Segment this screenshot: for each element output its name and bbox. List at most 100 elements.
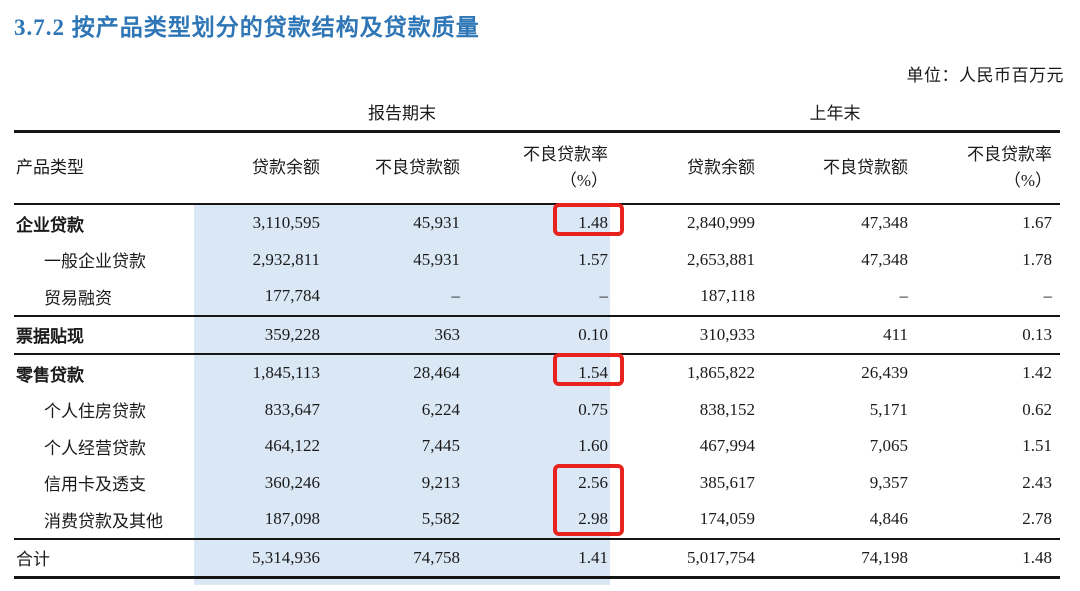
col-header-prev-ratio-line2: （%） bbox=[1003, 171, 1053, 190]
cell-cur-npl: 9,213 bbox=[325, 464, 465, 501]
cell-product-type: 信用卡及透支 bbox=[44, 475, 146, 495]
col-header-cur-ratio-line2: （%） bbox=[559, 171, 609, 190]
cell-prev-balance: 2,653,881 bbox=[687, 249, 756, 269]
cell-cur-ratio: 2.98 bbox=[465, 501, 611, 540]
cell-product-type: 个人住房贷款 bbox=[44, 402, 146, 422]
cell-product-type: 个人经营贷款 bbox=[44, 438, 146, 458]
cell-prev-balance: 2,840,999 bbox=[687, 213, 756, 233]
cell-cur-npl: 45,931 bbox=[325, 204, 465, 242]
table-row: 一般企业贷款 2,932,811 45,931 1.57 2,653,881 47,348… bbox=[14, 241, 1060, 278]
cell-product-type: 零售贷款 bbox=[16, 365, 84, 385]
cell-prev-ratio: 1.42 bbox=[1022, 363, 1053, 383]
cell-cur-ratio: – bbox=[465, 278, 611, 317]
cell-cur-npl: 5,582 bbox=[325, 501, 465, 540]
table-row: 个人住房贷款 833,647 6,224 0.75 838,152 5,171 0.62 bbox=[14, 391, 1060, 428]
table-row: 信用卡及透支 360,246 9,213 2.56 385,617 9,357 2.43 bbox=[14, 464, 1060, 501]
cell-cur-ratio: 2.56 bbox=[465, 464, 611, 501]
col-header-prev-ratio: 不良贷款率 （%） bbox=[913, 131, 1061, 205]
cell-prev-ratio: 2.43 bbox=[1022, 472, 1053, 492]
cell-cur-balance: 187,098 bbox=[194, 501, 325, 540]
cell-cur-ratio: 1.60 bbox=[465, 428, 611, 465]
loan-structure-table: 报告期末 上年末 产品类型 贷款余额 不良贷款额 不良贷款率 （%） 贷款余额 不… bbox=[14, 92, 1061, 579]
cell-prev-ratio: 0.13 bbox=[913, 315, 1061, 355]
cell-cur-ratio: 0.75 bbox=[465, 391, 611, 428]
table-row: 消费贷款及其他 187,098 5,582 2.98 174,059 4,846 2.78 bbox=[14, 501, 1061, 540]
cell-prev-ratio: 1.67 bbox=[1022, 213, 1053, 233]
cell-cur-npl: 45,931 bbox=[325, 241, 465, 278]
section-title: 3.7.2 按产品类型划分的贷款结构及贷款质量 bbox=[14, 15, 480, 40]
cell-prev-ratio: 1.48 bbox=[913, 538, 1061, 579]
cell-prev-npl: 7,065 bbox=[869, 436, 909, 456]
period-header-spacer bbox=[14, 92, 194, 133]
period-header-current: 报告期末 bbox=[194, 92, 611, 133]
cell-prev-balance: 5,017,754 bbox=[610, 538, 761, 579]
col-header-prev-ratio-line1: 不良贷款率 bbox=[967, 144, 1053, 164]
cell-prev-npl: 26,439 bbox=[861, 363, 909, 383]
period-header-row: 报告期末 上年末 bbox=[14, 92, 1061, 133]
cell-cur-ratio: 1.48 bbox=[465, 204, 611, 242]
col-header-product-type: 产品类型 bbox=[14, 131, 194, 205]
cell-cur-npl: 7,445 bbox=[325, 428, 465, 465]
cell-prev-npl: 74,198 bbox=[760, 538, 914, 579]
cell-cur-balance: 464,122 bbox=[194, 428, 325, 465]
cell-cur-npl: 28,464 bbox=[325, 354, 465, 392]
cell-cur-balance: 833,647 bbox=[194, 391, 325, 428]
cell-cur-npl: – bbox=[325, 278, 465, 317]
cell-prev-balance: 838,152 bbox=[699, 399, 756, 419]
cell-prev-npl: – bbox=[760, 278, 914, 317]
cell-product-type: 合计 bbox=[14, 538, 194, 579]
cell-cur-npl: 74,758 bbox=[325, 538, 465, 579]
cell-prev-balance: 1,865,822 bbox=[687, 363, 756, 383]
table-row: 个人经营贷款 464,122 7,445 1.60 467,994 7,065 1.51 bbox=[14, 428, 1060, 465]
column-header-row: 产品类型 贷款余额 不良贷款额 不良贷款率 （%） 贷款余额 不良贷款额 不良贷款… bbox=[14, 131, 1061, 205]
cell-prev-npl: 5,171 bbox=[869, 399, 909, 419]
cell-prev-npl: 47,348 bbox=[861, 213, 909, 233]
cell-prev-balance: 174,059 bbox=[610, 501, 761, 540]
cell-cur-balance: 2,932,811 bbox=[194, 241, 325, 278]
cell-cur-ratio: 1.54 bbox=[465, 354, 611, 392]
cell-prev-ratio: 1.78 bbox=[1022, 249, 1053, 269]
col-header-cur-balance: 贷款余额 bbox=[194, 131, 325, 205]
cell-prev-ratio: 1.51 bbox=[1022, 436, 1053, 456]
cell-product-type: 企业贷款 bbox=[16, 215, 84, 235]
cell-prev-npl: 411 bbox=[760, 315, 914, 355]
table-row: 票据贴现 359,228 363 0.10 310,933 411 0.13 bbox=[14, 315, 1061, 355]
cell-cur-balance: 359,228 bbox=[194, 315, 325, 355]
period-header-previous: 上年末 bbox=[610, 92, 1061, 133]
table-row: 企业贷款 3,110,595 45,931 1.48 2,840,999 47,348 1.… bbox=[14, 204, 1060, 242]
cell-cur-ratio: 1.57 bbox=[465, 241, 611, 278]
cell-prev-balance: 187,118 bbox=[610, 278, 761, 317]
cell-prev-ratio: – bbox=[913, 278, 1061, 317]
table-row: 贸易融资 177,784– –187,118– – bbox=[14, 278, 1061, 317]
cell-product-type: 票据贴现 bbox=[14, 315, 194, 355]
cell-prev-npl: 47,348 bbox=[861, 249, 909, 269]
cell-prev-balance: 310,933 bbox=[610, 315, 761, 355]
cell-prev-balance: 467,994 bbox=[699, 436, 756, 456]
col-header-prev-balance: 贷款余额 bbox=[610, 131, 761, 205]
cell-prev-npl: 9,357 bbox=[869, 472, 909, 492]
table-row: 零售贷款 1,845,113 28,464 1.54 1,865,822 26,439 1.… bbox=[14, 354, 1060, 392]
highlight-column-tail bbox=[194, 579, 611, 585]
cell-product-type: 一般企业贷款 bbox=[44, 252, 146, 272]
col-header-cur-ratio: 不良贷款率 （%） bbox=[465, 131, 611, 205]
cell-cur-balance: 5,314,936 bbox=[194, 538, 325, 579]
cell-prev-balance: 385,617 bbox=[699, 472, 756, 492]
cell-cur-ratio: 0.10 bbox=[465, 315, 611, 355]
cell-cur-ratio: 1.41 bbox=[465, 538, 611, 579]
cell-cur-balance: 177,784 bbox=[194, 278, 325, 317]
col-header-prev-npl: 不良贷款额 bbox=[760, 131, 914, 205]
unit-label: 单位：人民币百万元 bbox=[906, 66, 1064, 85]
col-header-cur-ratio-line1: 不良贷款率 bbox=[523, 144, 609, 164]
cell-cur-balance: 360,246 bbox=[194, 464, 325, 501]
cell-product-type: 消费贷款及其他 bbox=[14, 501, 194, 540]
cell-cur-npl: 363 bbox=[325, 315, 465, 355]
cell-cur-balance: 3,110,595 bbox=[194, 204, 325, 242]
cell-cur-balance: 1,845,113 bbox=[194, 354, 325, 392]
cell-prev-npl: 4,846 bbox=[760, 501, 914, 540]
col-header-cur-npl: 不良贷款额 bbox=[325, 131, 465, 205]
cell-cur-npl: 6,224 bbox=[325, 391, 465, 428]
cell-prev-ratio: 0.62 bbox=[1022, 399, 1053, 419]
cell-prev-ratio: 2.78 bbox=[913, 501, 1061, 540]
cell-product-type: 贸易融资 bbox=[14, 278, 194, 317]
